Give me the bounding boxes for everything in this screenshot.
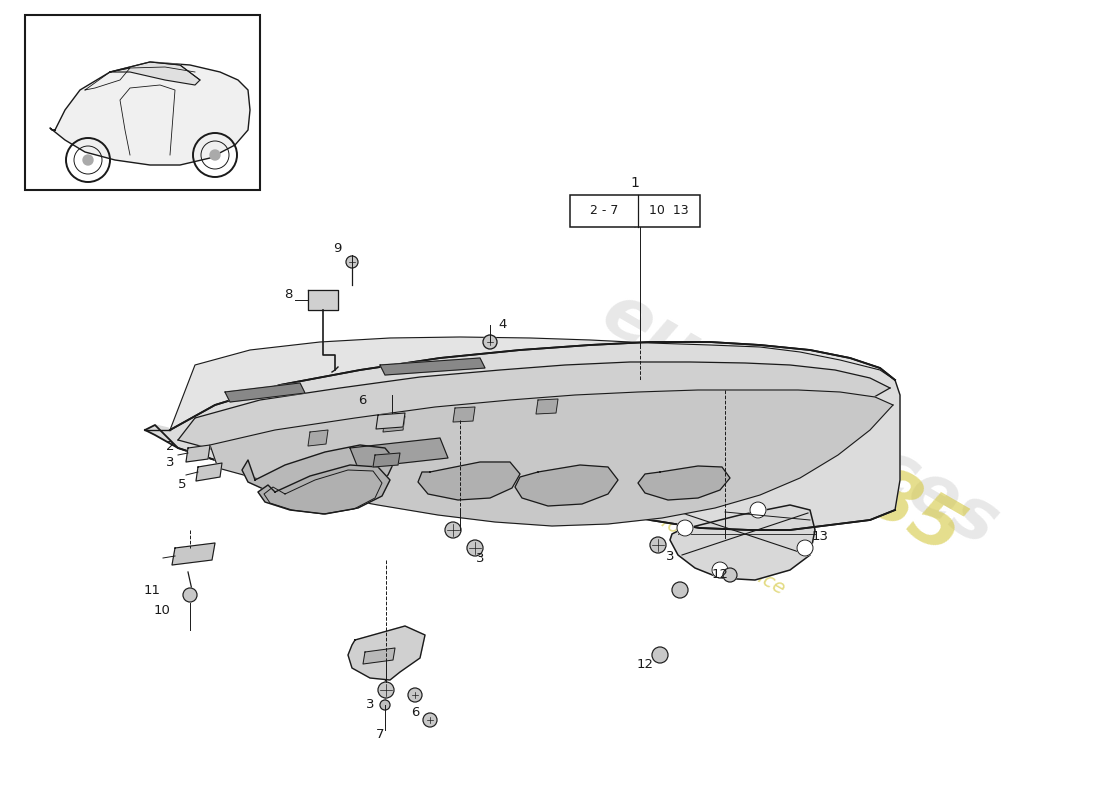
Polygon shape [226, 383, 305, 402]
Polygon shape [638, 466, 730, 500]
Circle shape [672, 582, 688, 598]
Text: 10  13: 10 13 [649, 205, 689, 218]
Circle shape [183, 588, 197, 602]
Text: 1985: 1985 [766, 410, 975, 570]
Text: 6: 6 [410, 706, 419, 718]
Text: 3: 3 [475, 551, 484, 565]
Text: 3: 3 [166, 455, 174, 469]
Polygon shape [348, 626, 425, 680]
Circle shape [446, 522, 461, 538]
Circle shape [468, 540, 483, 556]
Polygon shape [172, 543, 214, 565]
Polygon shape [383, 416, 405, 432]
Circle shape [712, 562, 728, 578]
Polygon shape [536, 399, 558, 414]
Text: 9: 9 [333, 242, 341, 254]
Polygon shape [145, 342, 900, 530]
Text: europeices: europeices [590, 278, 1011, 562]
Text: 13: 13 [812, 530, 828, 543]
Polygon shape [515, 465, 618, 506]
Text: 4: 4 [498, 318, 507, 331]
Polygon shape [376, 413, 405, 429]
Polygon shape [258, 465, 390, 514]
Circle shape [346, 256, 358, 268]
Polygon shape [350, 438, 448, 468]
Text: a passion for parts since: a passion for parts since [572, 462, 788, 598]
Circle shape [723, 568, 737, 582]
Circle shape [650, 537, 666, 553]
Circle shape [378, 682, 394, 698]
Text: 12: 12 [712, 569, 728, 582]
Circle shape [408, 688, 422, 702]
Polygon shape [186, 445, 210, 462]
Circle shape [652, 647, 668, 663]
Bar [25, 15, 260, 190]
Circle shape [798, 540, 813, 556]
Polygon shape [242, 445, 395, 498]
Text: 3: 3 [666, 550, 674, 563]
Polygon shape [373, 453, 400, 467]
Polygon shape [363, 648, 395, 664]
Polygon shape [308, 290, 338, 310]
Polygon shape [308, 430, 328, 446]
Polygon shape [453, 407, 475, 422]
Polygon shape [210, 390, 893, 526]
Text: 6: 6 [358, 394, 366, 406]
Polygon shape [196, 463, 222, 481]
Polygon shape [50, 62, 250, 165]
Polygon shape [418, 462, 520, 500]
Text: 10: 10 [154, 603, 170, 617]
Text: 3: 3 [365, 698, 374, 711]
Polygon shape [170, 337, 895, 430]
Polygon shape [379, 358, 485, 375]
Circle shape [676, 520, 693, 536]
Circle shape [750, 502, 766, 518]
Text: 2: 2 [166, 441, 174, 454]
Bar [570, 195, 700, 227]
Text: 11: 11 [143, 583, 161, 597]
Text: 5: 5 [178, 478, 186, 491]
Circle shape [424, 713, 437, 727]
Circle shape [210, 150, 220, 160]
Text: 2 - 7: 2 - 7 [590, 205, 618, 218]
Text: 7: 7 [376, 729, 384, 742]
Text: 12: 12 [637, 658, 653, 671]
Polygon shape [670, 505, 815, 580]
Circle shape [379, 700, 390, 710]
Circle shape [82, 155, 94, 165]
Circle shape [483, 335, 497, 349]
Text: 8: 8 [284, 289, 293, 302]
Polygon shape [110, 62, 200, 85]
Polygon shape [178, 362, 890, 490]
Text: 1: 1 [630, 176, 639, 190]
